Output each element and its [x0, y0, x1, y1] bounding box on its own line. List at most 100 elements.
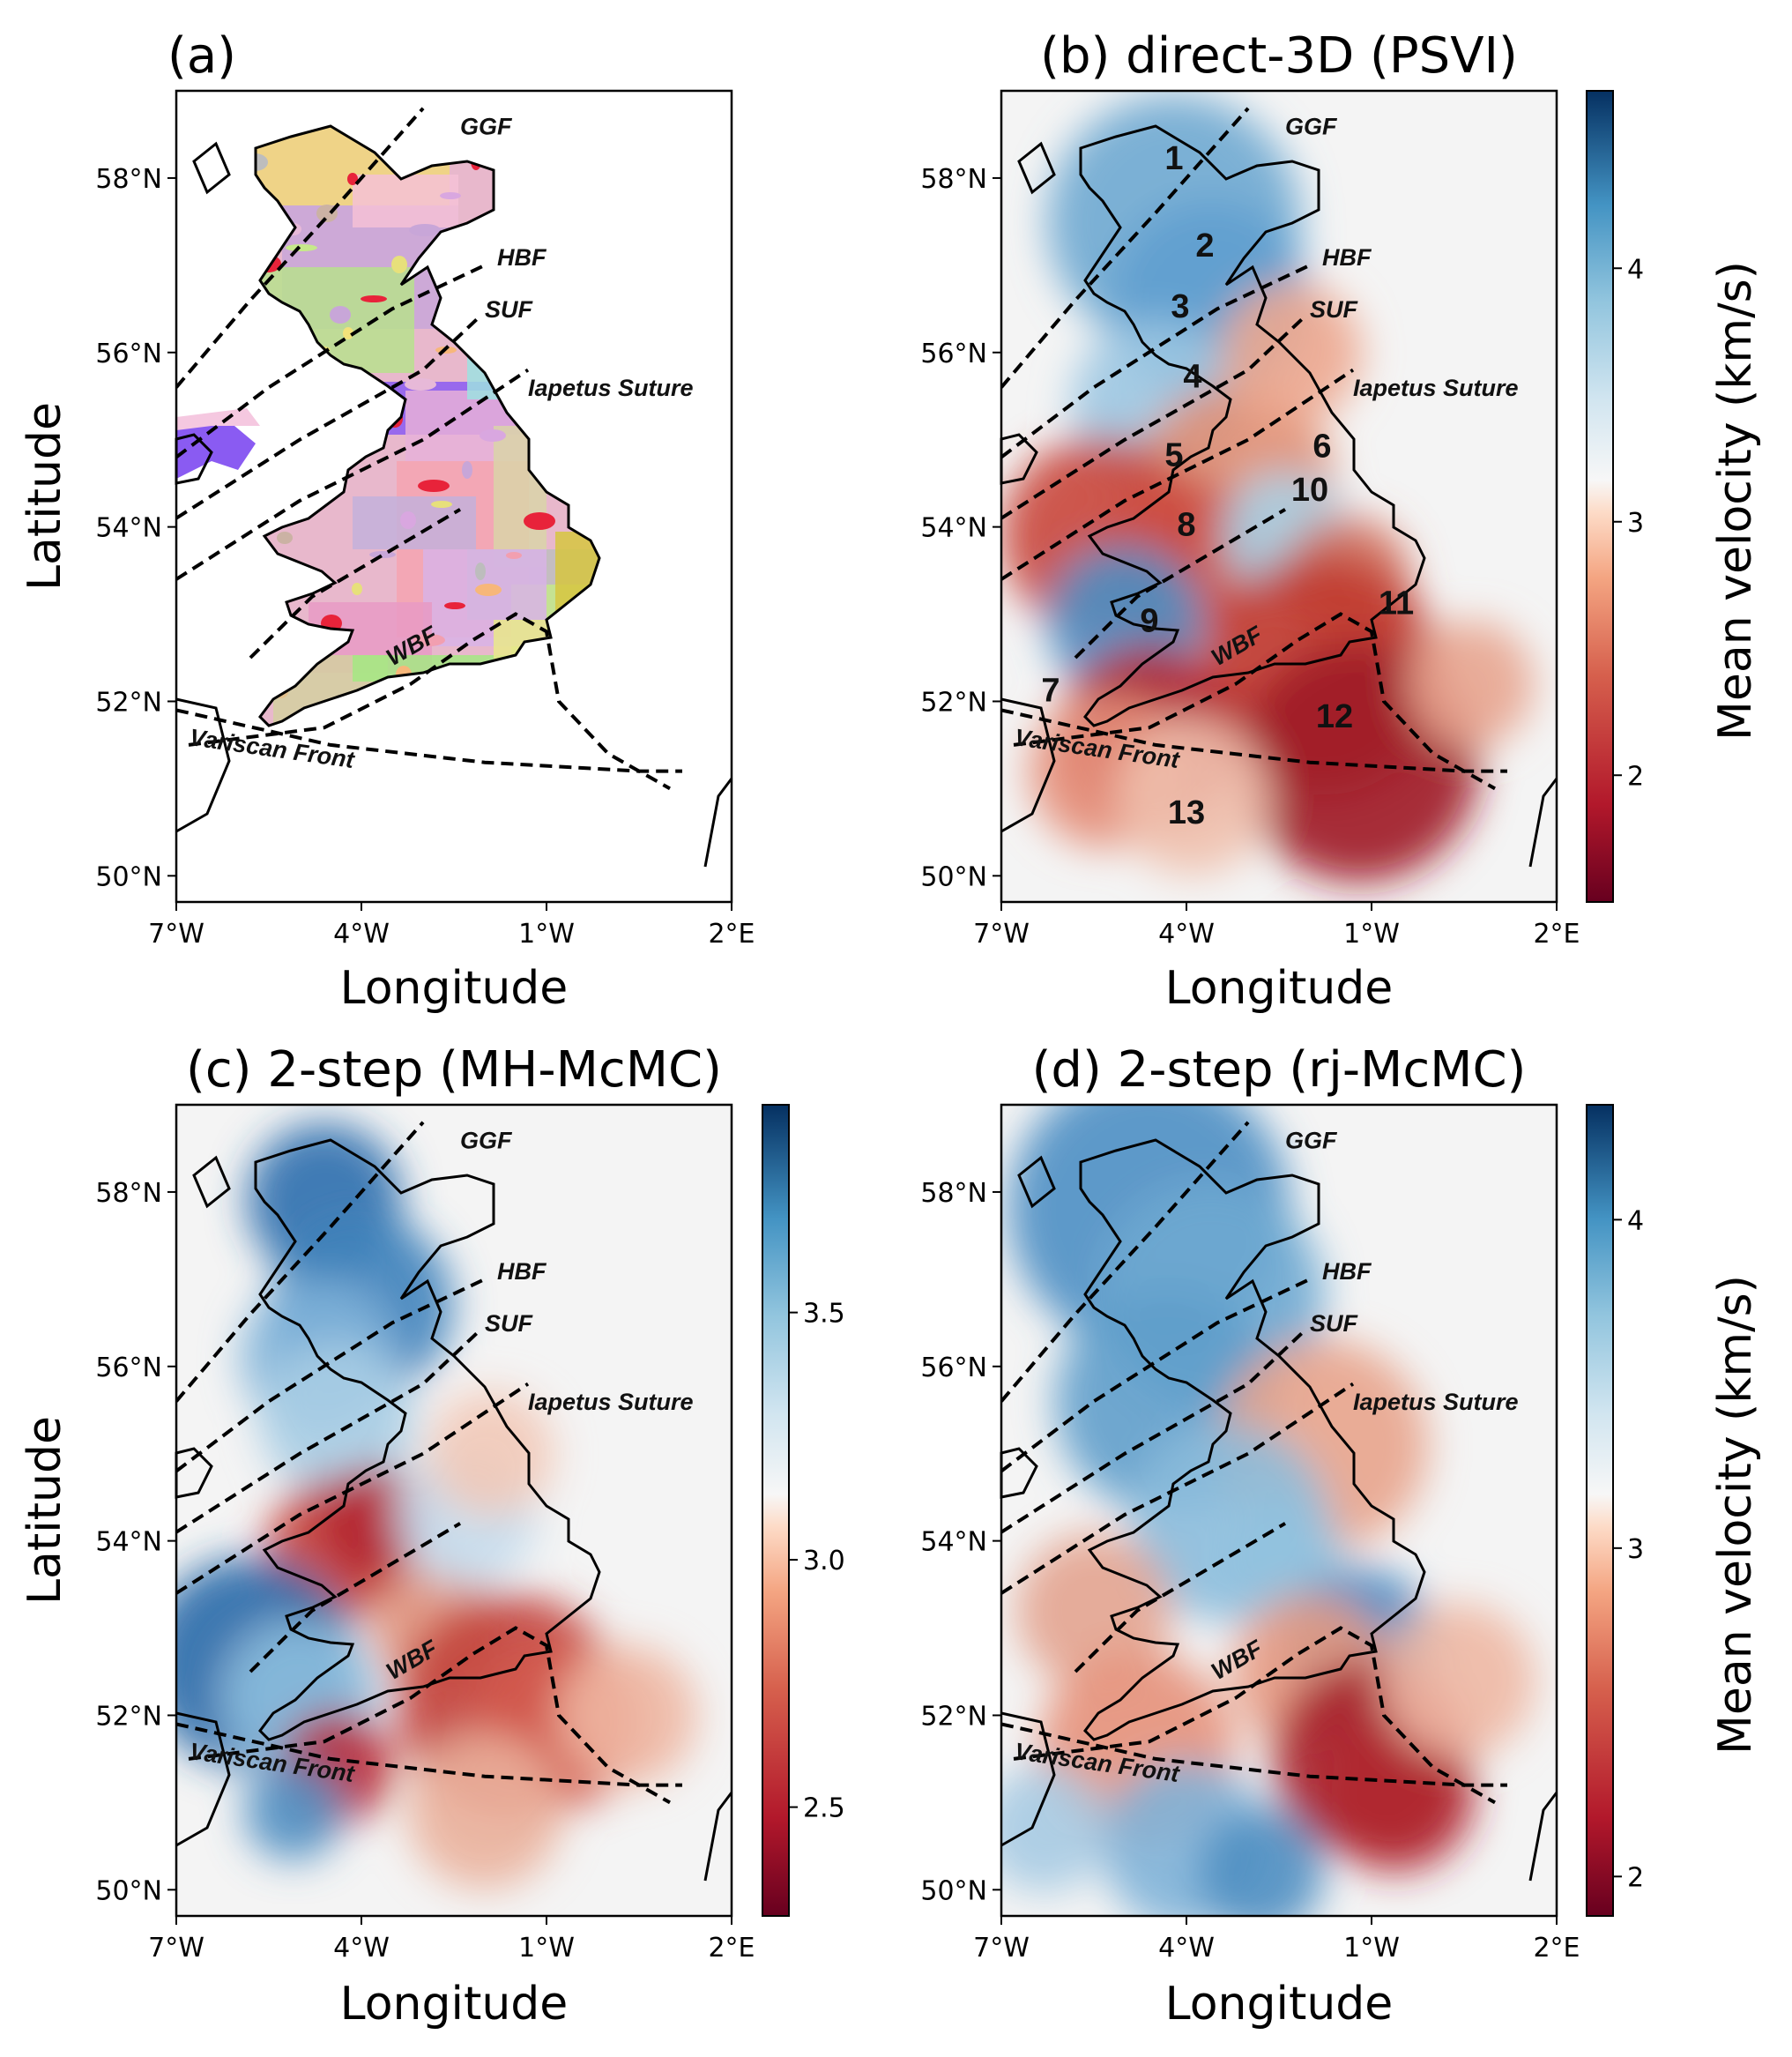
- xtick-label: 1°W: [518, 919, 575, 950]
- fault-label-ggf: GGF: [1285, 113, 1338, 139]
- geology-intrusion: [400, 511, 416, 529]
- geology-intrusion: [475, 584, 502, 596]
- velocity-anomaly: [1115, 719, 1270, 876]
- fault-line-hbf: [176, 263, 486, 459]
- geology-intrusion: [480, 429, 506, 442]
- xtick-label: 1°W: [1343, 1933, 1400, 1964]
- ytick-label: 52°N: [95, 687, 162, 718]
- colorbar-tick-label: 4: [1627, 1205, 1644, 1236]
- geology-intrusion: [391, 256, 407, 273]
- geology-intrusion: [361, 295, 387, 302]
- ytick-label: 50°N: [95, 1875, 162, 1906]
- ireland-south-coast: [175, 697, 231, 833]
- ytick-label: 54°N: [920, 1527, 987, 1558]
- colorbar-tick-label: 3.0: [803, 1546, 845, 1576]
- region-label-2: 2: [1195, 227, 1214, 265]
- ytick-label: 56°N: [920, 339, 987, 369]
- velocity-anomaly: [259, 1341, 414, 1497]
- velocity-field: [176, 1122, 697, 1889]
- ytick-label: 50°N: [920, 1875, 987, 1906]
- hebrides-coast: [1017, 141, 1056, 195]
- velocity-anomaly: [244, 1762, 343, 1861]
- colorbar-gradient: [1586, 90, 1614, 903]
- region-label-4: 4: [1183, 358, 1201, 395]
- geology-intrusion: [286, 244, 317, 251]
- fault-label-iapetus: Iapetus Suture: [1353, 375, 1519, 401]
- colorbar-d: 4 3 2: [1586, 1104, 1644, 1917]
- ytick-label: 56°N: [920, 1353, 987, 1383]
- xtick-label: 2°E: [708, 1933, 755, 1964]
- fault-line-ggf: [1001, 107, 1250, 389]
- panel-title-a: (a): [167, 27, 236, 85]
- xlabel-c: Longitude: [340, 1978, 569, 2031]
- colorbar-label-d: Mean velocity (km/s): [1709, 1275, 1762, 1755]
- fault-line-ggf: [176, 1121, 425, 1403]
- fault-label-suf: SUF: [1310, 296, 1359, 323]
- ytick-label: 54°N: [95, 513, 162, 544]
- colorbar-tick-label: 4: [1627, 254, 1644, 285]
- colorbar-label-b: Mean velocity (km/s): [1709, 261, 1762, 741]
- fault-line-iapetus: [176, 1382, 530, 1595]
- faults-layer: [1001, 1121, 1507, 1805]
- colorbar-tick-label: 3.5: [803, 1299, 845, 1330]
- region-label-3: 3: [1171, 288, 1189, 325]
- region-label-10: 10: [1291, 472, 1328, 509]
- fault-line-variscan: [176, 708, 682, 773]
- ytick-label: 52°N: [95, 1701, 162, 1732]
- fault-line-iapetus: [1001, 368, 1355, 581]
- geology-intrusion: [418, 480, 450, 492]
- axes-frame: [175, 89, 733, 904]
- france-coast: [703, 778, 733, 868]
- fault-line-suf: [176, 316, 480, 520]
- fault-line-iapetus2: [1074, 508, 1287, 660]
- hebrides-coast: [192, 1155, 231, 1209]
- colorbar-gradient: [1586, 1104, 1614, 1917]
- velocity-anomaly: [407, 1733, 562, 1889]
- xtick-label: 4°W: [1158, 1933, 1215, 1964]
- fault-line-wbf: [188, 1626, 671, 1805]
- fault-label-ggf: GGF: [460, 1127, 513, 1153]
- geology-intrusion: [352, 583, 362, 595]
- velocity-anomaly: [1407, 620, 1534, 748]
- xlabel-d: Longitude: [1165, 1978, 1394, 2031]
- region-label-13: 13: [1168, 794, 1205, 831]
- geology-intrusion: [444, 602, 465, 609]
- colorbar-tick-label: 3: [1627, 1534, 1644, 1565]
- region-label-9: 9: [1140, 602, 1158, 639]
- velocity-anomaly: [1001, 1765, 1108, 1893]
- panel-title-c: (c) 2-step (MH-McMC): [186, 1041, 722, 1099]
- velocity-anomaly: [1380, 1602, 1535, 1758]
- xtick-label: 7°W: [148, 919, 204, 950]
- velocity-anomaly: [428, 1390, 554, 1517]
- colorbar-tick-label: 2: [1627, 1862, 1644, 1893]
- xtick-label: 4°W: [333, 919, 390, 950]
- fault-line-wbf: [1013, 612, 1496, 791]
- xtick-label: 2°E: [1533, 1933, 1580, 1964]
- panel-title-d: (d) 2-step (rj-McMC): [1032, 1041, 1527, 1099]
- fault-label-iapetus: Iapetus Suture: [1353, 1389, 1519, 1415]
- geology-intrusion: [462, 461, 472, 479]
- fault-line-iapetus: [176, 368, 530, 581]
- fault-line-suf: [176, 1330, 480, 1534]
- region-label-7: 7: [1041, 672, 1060, 709]
- xtick-label: 2°E: [708, 919, 755, 950]
- fault-line-variscan: [1001, 1722, 1507, 1787]
- fault-line-iapetus2: [249, 508, 462, 660]
- france-coast: [1528, 778, 1558, 868]
- fault-line-iapetus2: [1074, 1522, 1287, 1673]
- geology-intrusion: [506, 552, 522, 559]
- geology-intrusion: [413, 634, 445, 646]
- fault-line-hbf: [1001, 263, 1311, 459]
- hebrides-coast: [192, 141, 231, 195]
- velocity-anomaly: [1319, 1716, 1474, 1872]
- colorbar-c: 3.5 3.0 2.5: [762, 1104, 845, 1917]
- ytick-label: 58°N: [95, 1178, 162, 1209]
- axes-frame: [1000, 89, 1558, 904]
- fault-line-suf: [1001, 316, 1305, 520]
- axes-frame: [175, 1103, 733, 1918]
- fault-line-wbf: [188, 612, 671, 791]
- region-label-1: 1: [1164, 140, 1183, 177]
